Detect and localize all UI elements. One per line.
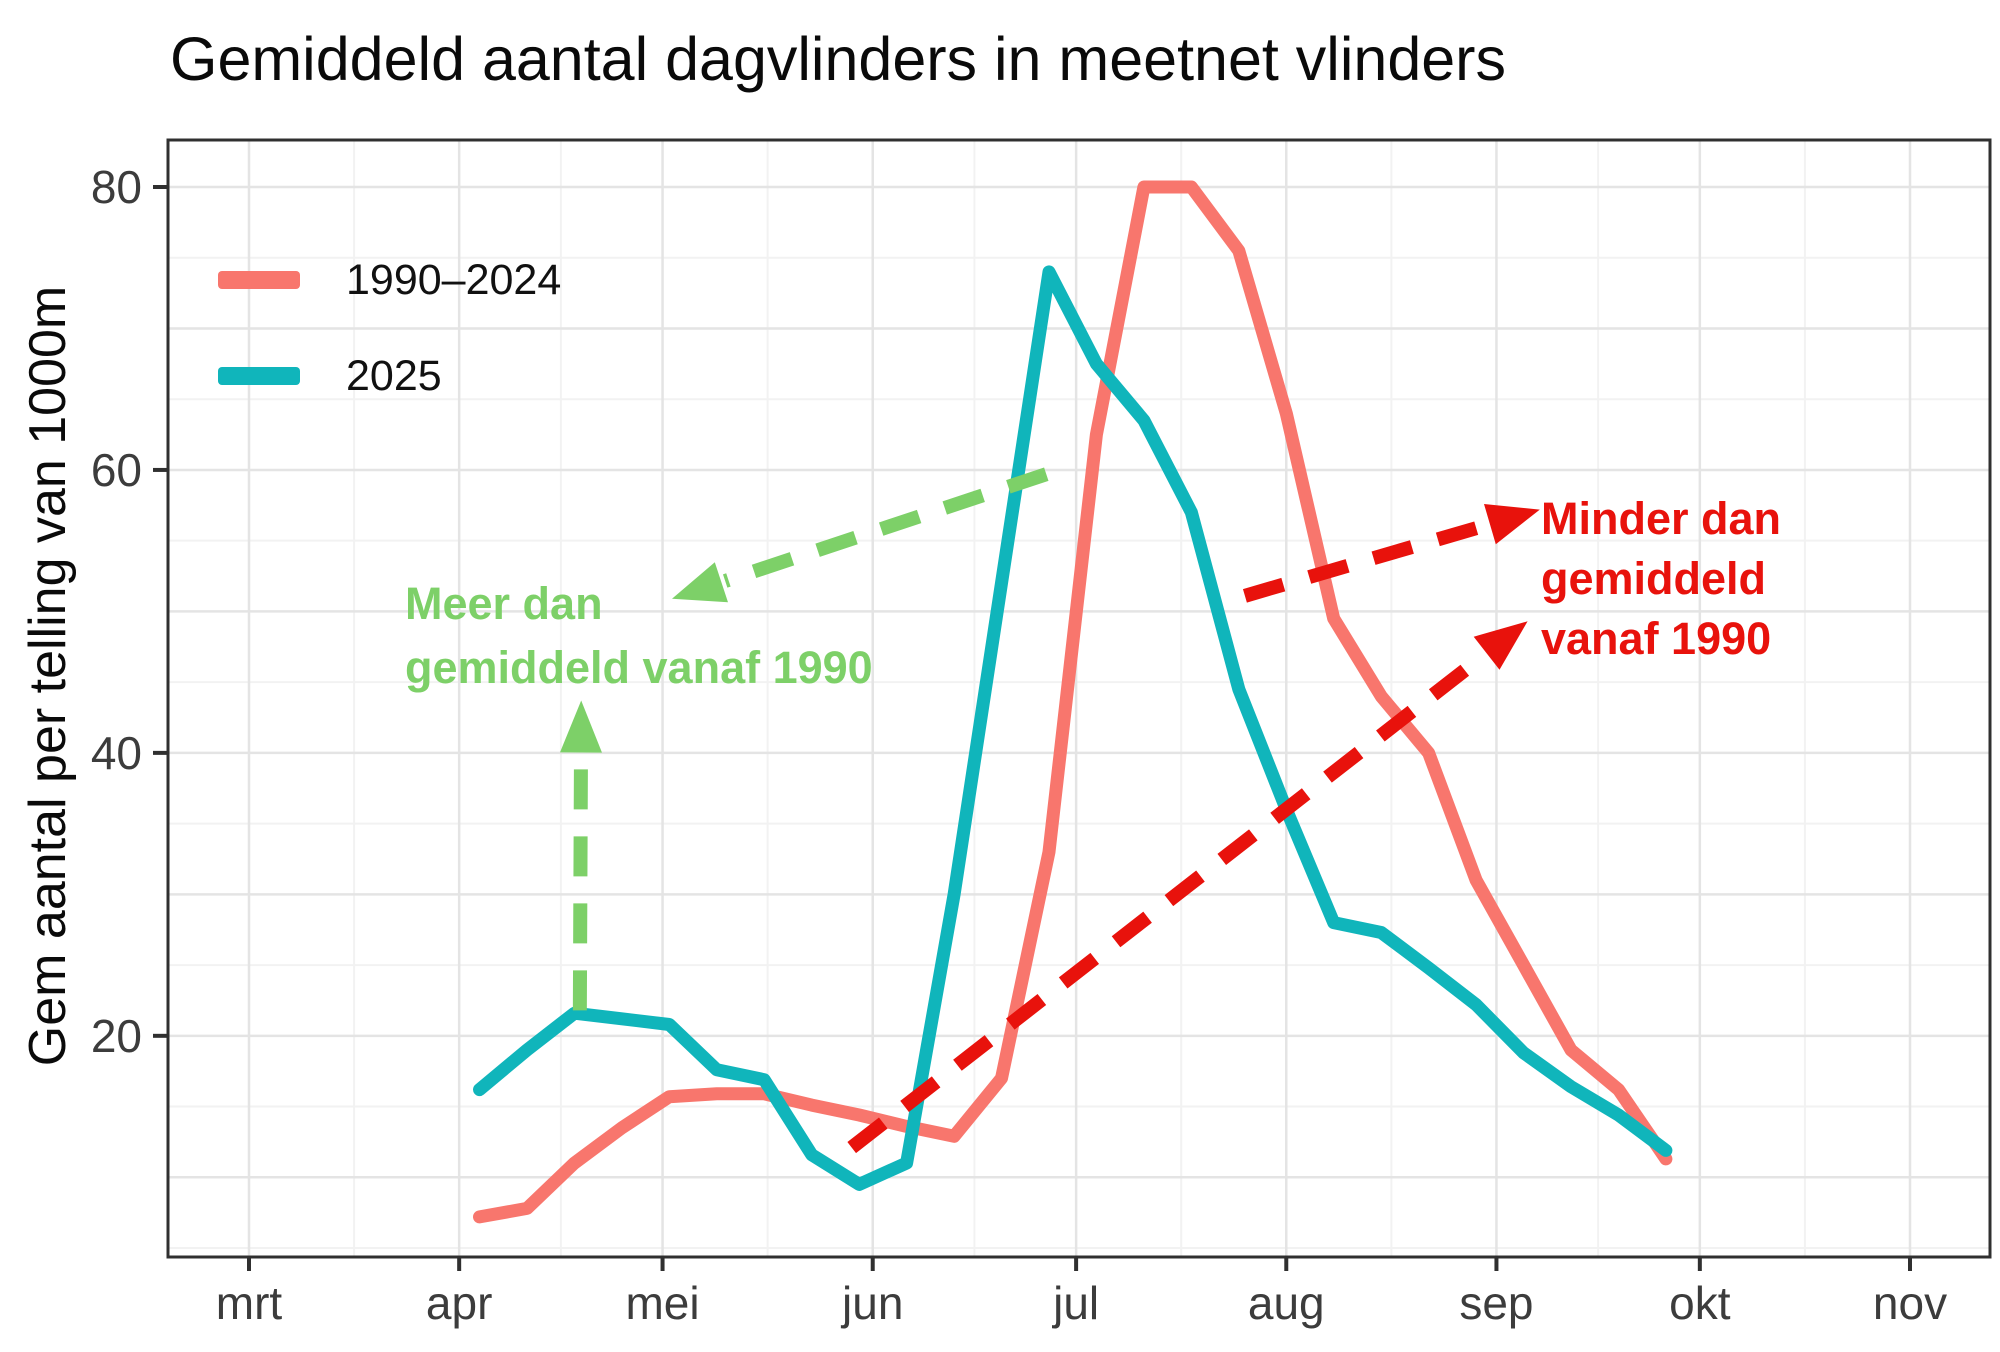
x-tick-label: aug: [1248, 1277, 1325, 1329]
panel-border: [166, 138, 1992, 1259]
arrow-meer-dan-gemiddeld-0-head: [560, 700, 602, 753]
chart-title: Gemiddeld aantal dagvlinders in meetnet …: [170, 25, 1506, 93]
annotation-text-line: Meer dan: [405, 578, 603, 629]
legend-item-1990-2024: 1990–2024: [218, 255, 562, 304]
legend-swatch-2025: [218, 367, 300, 385]
annotation-text-line: gemiddeld: [1541, 553, 1767, 604]
y-tick-label: 60: [91, 444, 142, 496]
x-tick-label: sep: [1459, 1277, 1533, 1329]
annotation-text-line: gemiddeld vanaf 1990: [405, 642, 873, 693]
y-tick-label: 20: [91, 1010, 142, 1062]
legend-item-2025: 2025: [218, 351, 561, 400]
y-tick-label: 80: [91, 161, 142, 213]
legend-label-1990-2024: 1990–2024: [346, 255, 562, 304]
series-line-2025: [473, 265, 1673, 1191]
arrow-meer-dan-gemiddeld-0-shaft: [572, 756, 588, 1011]
x-tick-label: nov: [1873, 1277, 1947, 1329]
x-tick-label: jul: [1051, 1277, 1099, 1329]
x-tick-label: apr: [426, 1277, 492, 1329]
legend-label-2025: 2025: [346, 351, 442, 400]
annotation-meer-dan-gemiddeld: Meer dan gemiddeld vanaf 1990: [405, 572, 873, 700]
annotation-minder-dan-gemiddeld: Minder dan gemiddeld vanaf 1990: [1541, 489, 1781, 669]
arrow-minder-dan-gemiddeld-0-shaft: [1242, 518, 1489, 603]
legend-swatch-1990-2024: [218, 271, 300, 289]
x-tick-label: mei: [625, 1277, 699, 1329]
arrow-minder-dan-gemiddeld-1-head: [1473, 621, 1528, 670]
x-tick-label: jun: [840, 1277, 903, 1329]
arrow-minder-dan-gemiddeld-0-head: [1484, 504, 1540, 545]
arrow-meer-dan-gemiddeld-1-shaft: [722, 467, 1049, 588]
x-tick-label: okt: [1669, 1277, 1731, 1329]
series-line-1990-2024: [473, 180, 1673, 1224]
y-tick-label: 40: [91, 727, 142, 779]
annotation-text-line: Minder dan: [1541, 493, 1782, 544]
legend: 1990–2024 2025: [218, 255, 562, 450]
annotation-text-line: vanaf 1990: [1541, 613, 1772, 664]
x-tick-label: mrt: [216, 1277, 283, 1329]
arrow-meer-dan-gemiddeld-1-head: [672, 562, 728, 603]
